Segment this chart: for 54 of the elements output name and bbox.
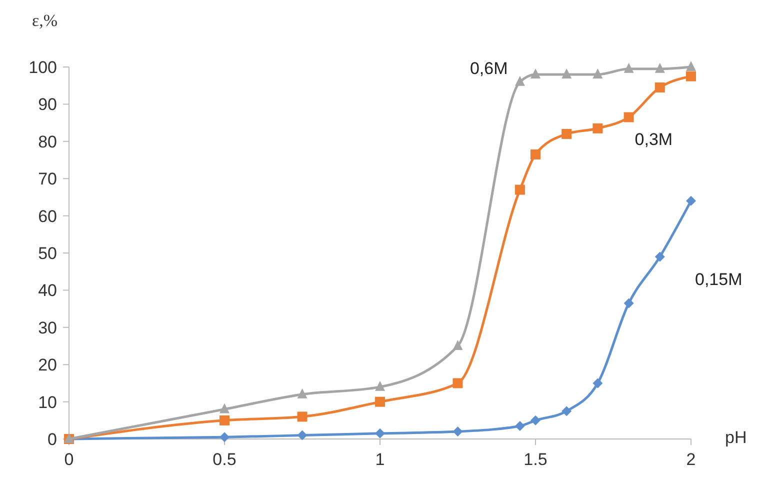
- point: [654, 252, 665, 262]
- y-tick-label: 90: [38, 95, 57, 114]
- point: [562, 68, 572, 78]
- x-tick-label: 1: [375, 450, 385, 469]
- point: [297, 430, 308, 440]
- point: [624, 62, 634, 73]
- x-tick-label: 0: [64, 450, 74, 469]
- point: [530, 415, 540, 426]
- point: [562, 128, 572, 139]
- series-label: 0,3M: [634, 130, 673, 150]
- series-label: 0,6M: [470, 58, 508, 78]
- x-axis-title: pH: [725, 428, 747, 447]
- y-tick-label: 100: [28, 58, 57, 77]
- point: [686, 196, 696, 206]
- series-label: 0,15M: [695, 270, 742, 289]
- point: [220, 403, 230, 414]
- point: [297, 388, 308, 398]
- point: [592, 378, 603, 388]
- point: [375, 428, 385, 438]
- x-tick-label: 0.5: [212, 450, 236, 469]
- point: [514, 76, 525, 86]
- point: [220, 432, 230, 442]
- x-tick-label: 2: [686, 450, 696, 469]
- point: [375, 396, 385, 407]
- point: [514, 420, 525, 431]
- point: [654, 62, 665, 73]
- y-tick-label: 70: [38, 170, 57, 189]
- y-tick-label: 30: [38, 318, 57, 338]
- y-tick-label: 50: [38, 244, 57, 263]
- y-tick-label: 10: [38, 392, 57, 412]
- y-tick-label: 0: [48, 430, 57, 449]
- point: [624, 298, 634, 308]
- y-tick-label: 40: [38, 281, 57, 300]
- y-axis-title: ε,%: [32, 11, 58, 30]
- y-tick-label: 20: [38, 356, 57, 375]
- point: [686, 61, 696, 71]
- y-tick-label: 60: [38, 206, 57, 226]
- point: [220, 415, 230, 426]
- point: [530, 149, 540, 160]
- point: [375, 380, 385, 391]
- point: [592, 123, 603, 134]
- point: [452, 340, 463, 350]
- point: [452, 426, 463, 437]
- point: [624, 112, 634, 122]
- x-tick-label: 1.5: [524, 450, 548, 469]
- point: [654, 82, 665, 92]
- point: [562, 406, 572, 416]
- point: [530, 68, 540, 78]
- point: [686, 71, 696, 82]
- point: [592, 68, 603, 78]
- point: [514, 184, 525, 195]
- y-tick-label: 80: [38, 132, 57, 152]
- point: [452, 378, 463, 388]
- point: [297, 412, 308, 422]
